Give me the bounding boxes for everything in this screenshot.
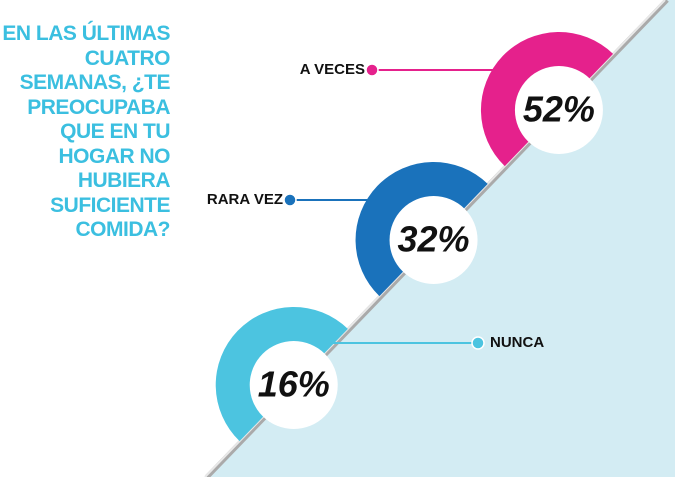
category-label: NUNCA [490, 334, 544, 351]
chart-title: EN LAS ÚLTIMAS CUATRO SEMANAS, ¿TE PREOC… [2, 22, 170, 241]
leader-dot [365, 63, 379, 77]
donut-segment [215, 307, 348, 442]
donut-hole [389, 196, 478, 284]
donut-segment [480, 32, 614, 167]
leader-dot [283, 193, 297, 207]
donut-segment [355, 161, 488, 297]
category-label: A VECES [300, 61, 365, 78]
value-label: 52% [523, 89, 595, 130]
donut-hole [514, 66, 603, 154]
value-label: 16% [258, 364, 330, 405]
donut-hole [249, 341, 338, 429]
leader-dot [471, 336, 485, 350]
category-label: RARA VEZ [207, 191, 283, 208]
value-label: 32% [398, 219, 470, 260]
